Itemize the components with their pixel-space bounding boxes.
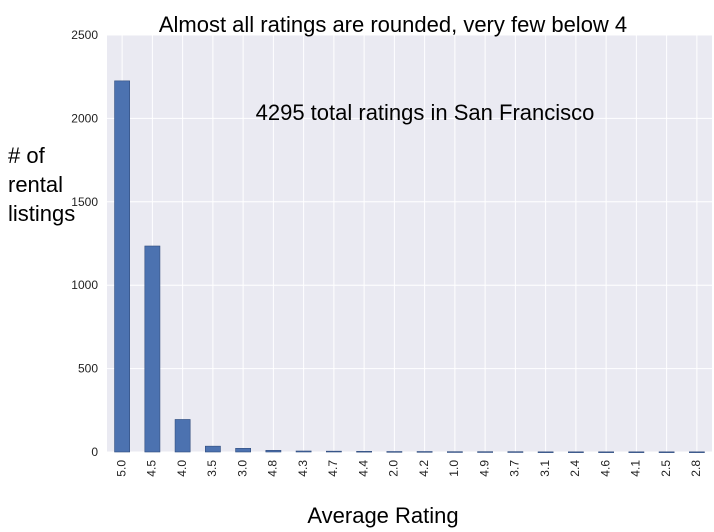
bar-3.5 [205,445,221,453]
bar-4.4 [356,451,372,453]
total-ratings-annotation: 4295 total ratings in San Francisco [256,100,595,125]
x-tick-label: 4.0 [175,460,189,477]
x-tick-label: 3.0 [235,460,249,477]
bar-4.9 [477,451,493,453]
bar-1.0 [447,451,463,453]
bar-3.0 [235,448,251,453]
bar-4.7 [326,450,342,453]
y-tick-label: 1500 [71,195,98,209]
chart-title: Almost all ratings are rounded, very few… [159,12,627,37]
y-tick-label: 0 [91,445,98,459]
bar-4.6 [598,451,614,453]
bars [114,80,705,453]
bar-4.0 [174,419,191,453]
bar-2.8 [689,451,705,453]
x-tick-label: 2.4 [568,460,582,477]
y-tick-label: 2000 [71,111,98,125]
x-tick-labels: 5.0 4.5 4.0 3.5 3.0 4.8 4.3 4.7 4.4 2.0 4.2 1.0 4.9 3… [114,460,703,477]
y-axis-label-line: rental [8,172,63,197]
x-tick-label: 3.1 [538,460,552,477]
x-tick-label: 4.9 [477,460,491,477]
x-tick-label: 5.0 [114,460,128,477]
bar-3.1 [537,451,554,453]
x-tick-label: 2.5 [659,460,673,477]
x-tick-label: 4.2 [417,460,431,477]
x-tick-label: 3.5 [205,460,219,477]
bar-3.7 [507,451,524,453]
bar-4.1 [628,451,645,453]
x-tick-label: 4.3 [296,460,310,477]
x-tick-label: 4.1 [629,460,643,477]
y-tick-label: 1000 [71,278,98,292]
x-tick-label: 2.0 [387,460,401,477]
y-axis-label-line: listings [8,201,75,226]
y-tick-labels: 0 500 1000 1500 2000 2500 [71,28,98,459]
bar-4.5 [144,245,161,453]
y-tick-label: 500 [78,362,98,376]
bar-4.2 [416,451,433,453]
x-tick-label: 4.5 [145,460,159,477]
x-axis-label: Average Rating [307,503,458,528]
y-axis-label-line: # of [8,143,46,168]
plot-area [107,35,712,452]
x-tick-label: 4.6 [598,460,612,477]
x-tick-label: 4.4 [356,460,370,477]
grid-lines [107,34,712,453]
y-tick-label: 2500 [71,28,98,42]
x-tick-label: 4.7 [326,460,340,477]
bar-5.0 [114,80,130,453]
x-tick-label: 4.8 [266,460,280,477]
x-tick-label: 1.0 [447,460,461,477]
bar-2.5 [658,451,675,453]
x-tick-label: 3.7 [508,460,522,477]
y-axis-label: # of rental listings [8,143,75,226]
bar-2.4 [568,451,584,453]
bar-4.3 [295,450,312,453]
bar-2.0 [386,451,403,453]
x-tick-label: 2.8 [689,460,703,477]
bar-4.8 [265,450,282,453]
